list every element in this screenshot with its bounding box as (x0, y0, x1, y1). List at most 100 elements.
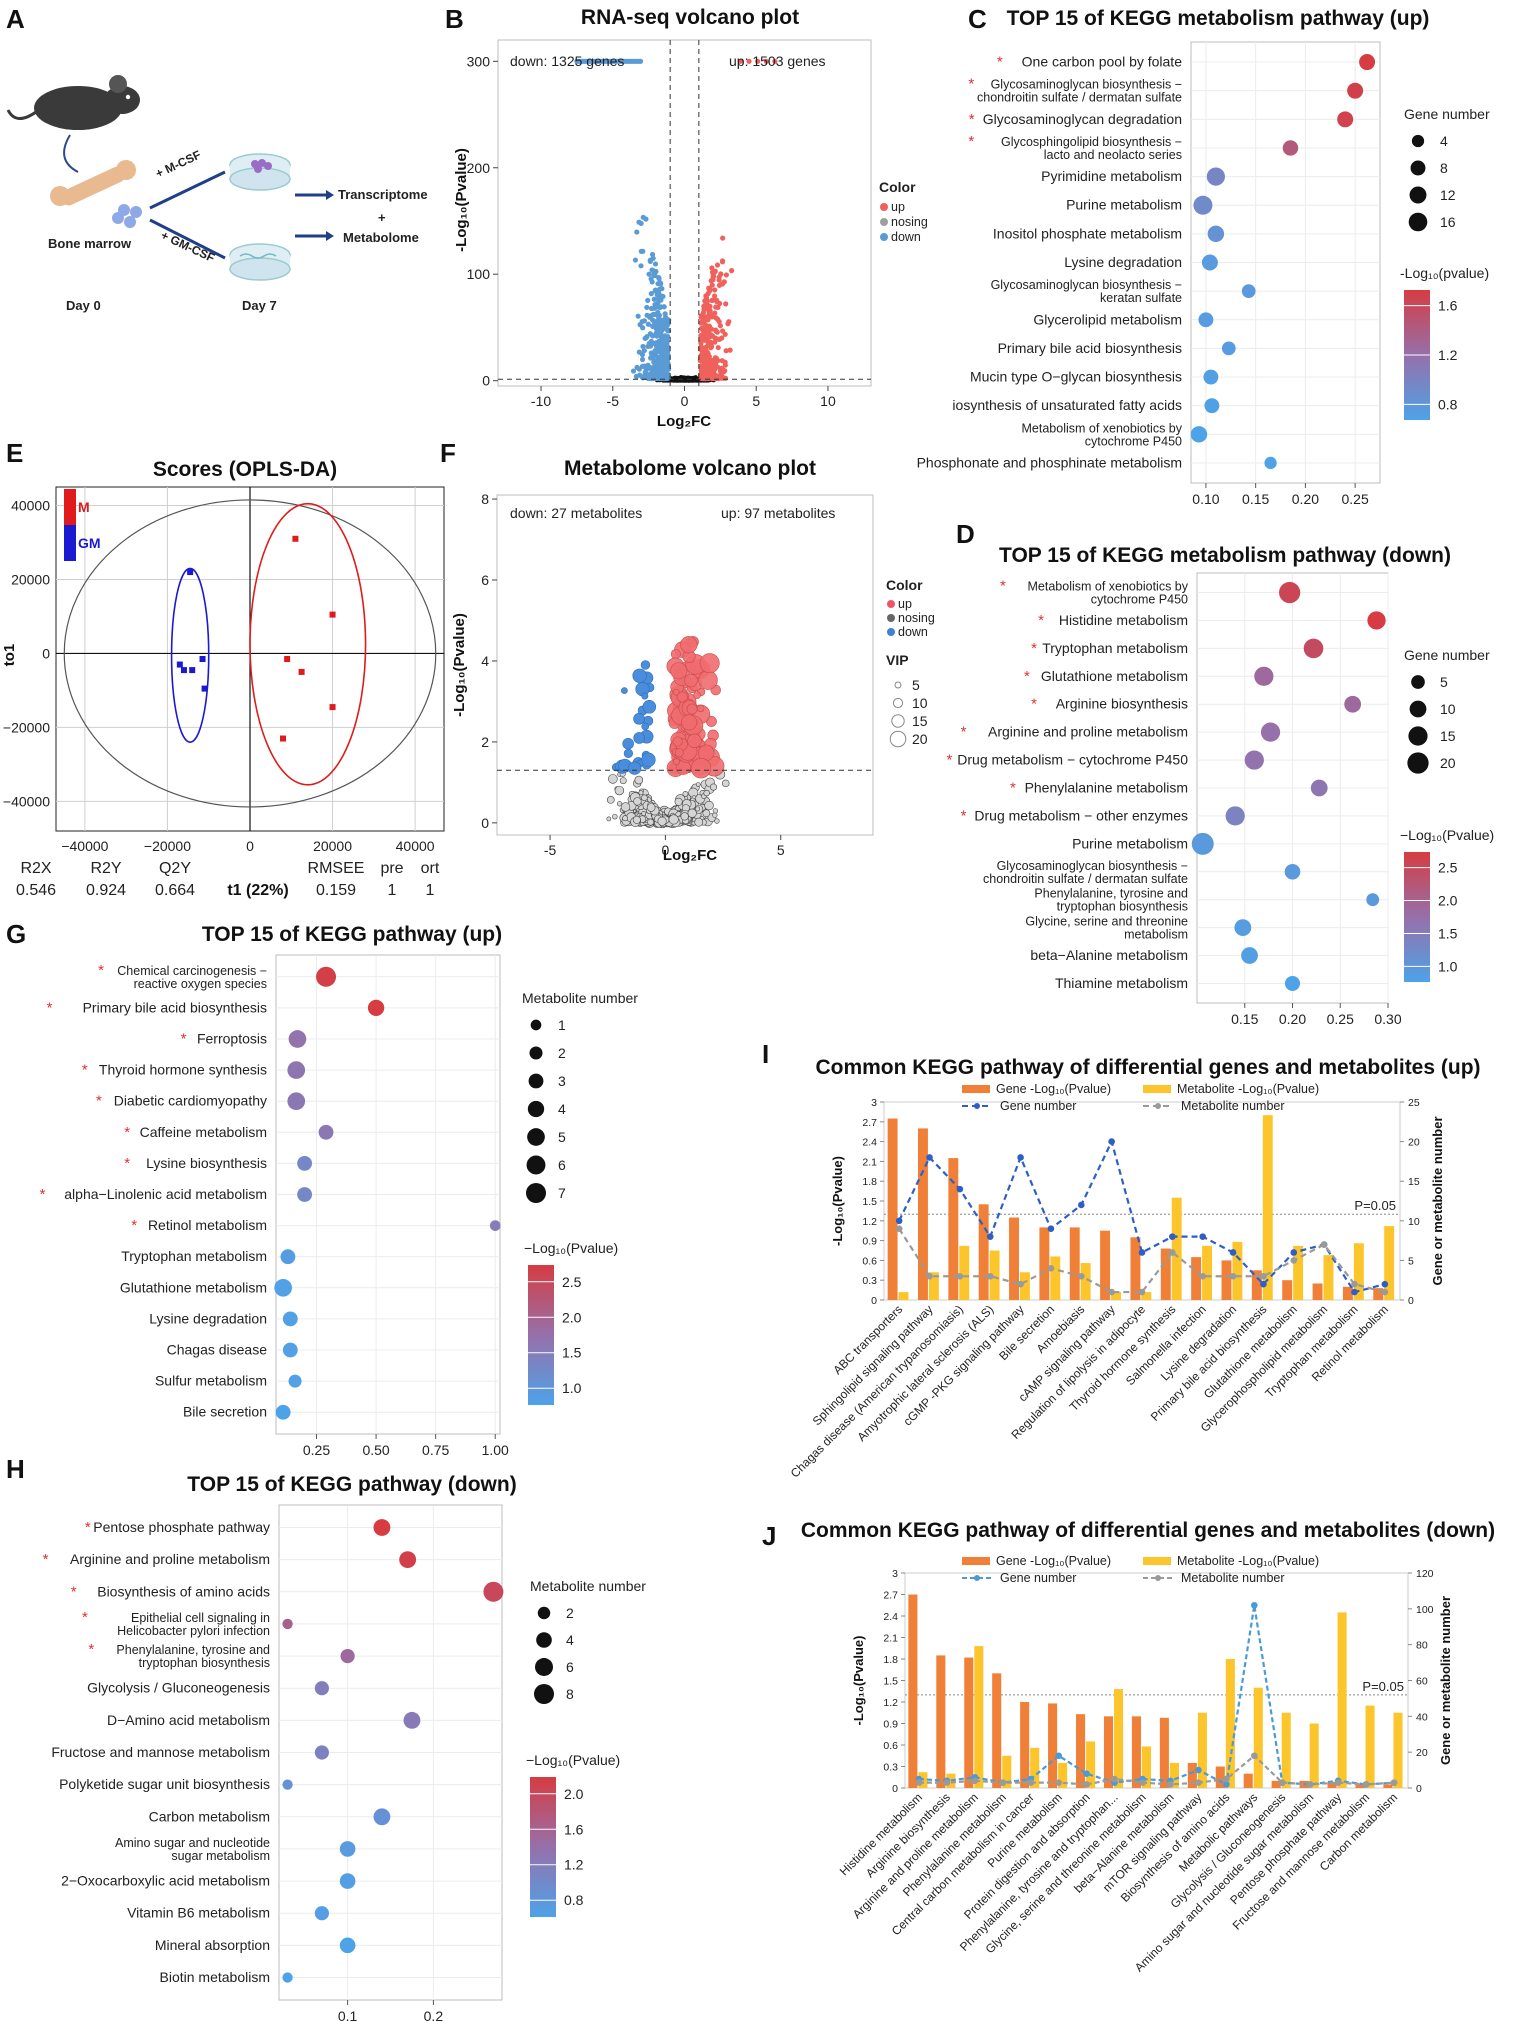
x-tick-label: 1.00 (482, 1442, 509, 1458)
nosing-point (668, 814, 679, 825)
bar (1141, 1746, 1152, 1788)
pathway-bubble (1204, 398, 1220, 414)
color-tick-label: 0.8 (1438, 396, 1458, 412)
pathway-label: Glycosaminoglycan biosynthesis − (997, 859, 1188, 873)
series-point (1260, 1272, 1267, 1280)
bar (1058, 1762, 1068, 1788)
up-point (706, 370, 712, 376)
x-tick-label: 0.25 (1342, 491, 1369, 507)
up-point (700, 352, 706, 359)
bar (1327, 1782, 1337, 1788)
pathway-label: Tryptophan metabolism (1042, 640, 1188, 656)
down-point (651, 272, 657, 278)
y-axis-label: -Log₁₀(Pvalue) (851, 1636, 866, 1726)
pathway-label: metabolism (1124, 928, 1188, 942)
down-point (650, 371, 656, 377)
down-point (634, 364, 640, 370)
up-point (715, 336, 721, 342)
pathway-bubble (287, 1092, 306, 1111)
down-point (648, 355, 654, 361)
bar (1076, 1714, 1086, 1788)
down-point (647, 343, 654, 349)
bar (1169, 1762, 1179, 1788)
up-point (676, 691, 688, 703)
pathway-bubble (1193, 195, 1213, 215)
nosing-point (687, 808, 697, 818)
pathway-label: Lysine biosynthesis (146, 1155, 267, 1171)
series-point (1167, 1781, 1174, 1788)
y2-tick-label: 0 (1408, 1295, 1414, 1307)
up-point (706, 288, 713, 294)
pathway-bubble (1203, 369, 1219, 385)
stats-value: 0.664 (155, 882, 195, 899)
group-m-point (280, 735, 287, 742)
up-point (727, 347, 733, 353)
down-point (655, 300, 661, 306)
x-tick-label: 0.15 (1242, 491, 1269, 507)
up-point (711, 269, 717, 275)
nosing-point (721, 779, 730, 788)
legend-label: Gene -Log₁₀(Pvalue) (996, 1082, 1111, 1096)
nosing-point (703, 789, 710, 797)
legend-dot (974, 1575, 980, 1581)
color-bar (1404, 852, 1430, 982)
y-tick-label: 1.2 (883, 1697, 898, 1709)
pathway-bubble (282, 1779, 293, 1790)
x-tick-label: 0.25 (303, 1442, 330, 1458)
series-point (926, 1154, 933, 1161)
series-point (1381, 1288, 1389, 1296)
pathway-bubble (1366, 893, 1380, 907)
y2-axis-label: Gene or metabolite number (1430, 1116, 1445, 1285)
panel-label-g: G (6, 919, 26, 949)
panel-f-points (497, 636, 873, 829)
up-point (714, 316, 721, 322)
arrow-icon (63, 134, 79, 173)
down-point (627, 761, 642, 775)
arrow-icon (149, 218, 226, 260)
pathway-bubble (1310, 779, 1328, 797)
legend-nosing-swatch (887, 614, 895, 622)
pathway-label: Bile secretion (183, 1404, 267, 1420)
series-point (1362, 1781, 1370, 1788)
dish-icon (229, 153, 291, 191)
size-legend-label: 15 (1440, 728, 1456, 744)
size-legend-label: 5 (558, 1129, 566, 1145)
series-point (1229, 1272, 1237, 1280)
group-gm-ellipse (170, 567, 210, 744)
series-point (1334, 1779, 1342, 1786)
pathway-bubble (1359, 54, 1376, 71)
stats-value: 1 (388, 882, 397, 899)
size-legend-label: 5 (1440, 674, 1448, 690)
pathway-bubble (288, 1374, 302, 1388)
up-point (772, 58, 778, 64)
bar (1355, 1784, 1365, 1788)
y-tick-label: 2.1 (862, 1156, 877, 1168)
bar (1309, 1723, 1319, 1788)
y-tick-label: 8 (481, 491, 489, 507)
down-point (634, 229, 640, 235)
down-point (659, 286, 665, 292)
bar (974, 1646, 984, 1788)
down-point (647, 331, 653, 337)
up-point (672, 736, 683, 747)
down-point (659, 323, 666, 329)
down-point (665, 334, 671, 340)
up-point (713, 327, 719, 333)
significance-star: * (82, 1062, 88, 1079)
up-point (709, 314, 715, 320)
panel-e-points (63, 499, 437, 808)
group-m-point (292, 535, 299, 542)
legend-dot (1155, 1103, 1161, 1109)
pathway-label: Metabolism of xenobiotics by (1022, 421, 1183, 435)
x-tick-label: 0.15 (1231, 1011, 1258, 1027)
series-point (1108, 1138, 1115, 1145)
down-point (635, 313, 641, 319)
stats-header: Q2Y (159, 860, 191, 877)
up-point (703, 344, 709, 351)
y2-tick-label: 80 (1416, 1640, 1428, 1652)
up-point (697, 704, 705, 713)
up-point (670, 662, 688, 680)
legend-down-label: down (891, 230, 921, 244)
pathway-label: Phenylalanine, tyrosine and (1034, 887, 1188, 901)
bar (959, 1245, 970, 1300)
